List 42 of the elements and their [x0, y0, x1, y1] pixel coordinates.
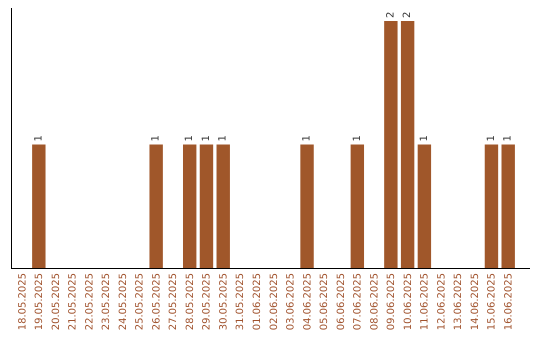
x-tick-label: 28.05.2025 [184, 273, 196, 330]
x-tick-label: 05.06.2025 [319, 273, 330, 330]
x-tick-label: 11.06.2025 [420, 273, 431, 330]
x-tick-label: 25.05.2025 [134, 273, 146, 330]
x-tick-label: 09.06.2025 [386, 273, 398, 330]
x-tick-label: 03.06.2025 [286, 273, 297, 330]
x-tick-label: 27.05.2025 [168, 273, 180, 330]
x-tick-label: 19.05.2025 [34, 273, 46, 330]
data-label: 1 [352, 135, 363, 142]
data-label: 1 [150, 135, 162, 142]
data-label: 1 [218, 135, 229, 142]
data-label: 1 [184, 135, 196, 142]
x-tick-label: 24.05.2025 [118, 273, 129, 330]
x-tick-label: 10.06.2025 [402, 273, 414, 330]
data-label: 1 [486, 135, 497, 142]
data-label: 1 [200, 135, 212, 142]
x-tick-label: 26.05.2025 [151, 273, 162, 330]
x-tick-label: 16.06.2025 [503, 273, 514, 330]
x-tick-label: 04.06.2025 [302, 273, 314, 330]
x-tick-label: 08.06.2025 [369, 273, 380, 330]
x-tick-label: 12.06.2025 [436, 273, 448, 330]
x-tick-label: 07.06.2025 [352, 273, 364, 330]
x-tick-label: 14.06.2025 [470, 273, 481, 330]
x-tick-label: 30.05.2025 [218, 273, 230, 330]
x-tick-label: 22.05.2025 [84, 273, 96, 330]
data-label: 1 [33, 135, 44, 142]
x-tick-label: 29.05.2025 [202, 273, 213, 330]
data-label: 1 [302, 135, 313, 142]
x-tick-label: 31.05.2025 [235, 273, 246, 330]
data-label: 2 [385, 12, 396, 18]
x-tick-label: 06.06.2025 [336, 273, 347, 330]
x-tick-label: 20.05.2025 [50, 273, 62, 330]
x-tick-label: 02.06.2025 [268, 273, 280, 330]
data-label: 1 [418, 135, 430, 142]
x-tick-label: 18.05.2025 [17, 273, 28, 330]
x-tick-label: 21.05.2025 [68, 273, 79, 330]
data-label: 2 [402, 12, 414, 18]
data-label: 1 [502, 135, 514, 142]
x-tick-label: 23.05.2025 [101, 273, 112, 330]
x-tick-label: 15.06.2025 [486, 273, 498, 330]
x-tick-label: 13.06.2025 [453, 273, 464, 330]
x-tick-label: 01.06.2025 [252, 273, 263, 330]
